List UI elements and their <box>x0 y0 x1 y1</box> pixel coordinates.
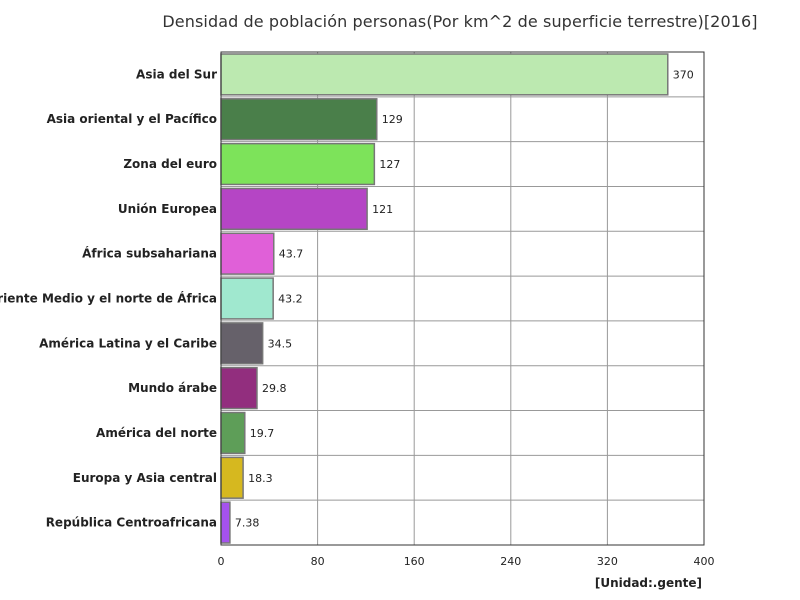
bar <box>220 142 376 186</box>
category-label: Oriente Medio y el norte de África <box>0 291 217 306</box>
category-label: Asia del Sur <box>136 67 217 81</box>
grid-lines <box>220 52 705 545</box>
bar <box>220 411 246 455</box>
category-label: Asia oriental y el Pacífico <box>47 112 217 126</box>
bar <box>220 277 274 320</box>
plot-frame <box>220 51 705 546</box>
value-label: 121 <box>372 203 393 216</box>
value-label: 127 <box>379 158 400 171</box>
value-label: 19.7 <box>250 427 275 440</box>
labels: 0 80 160 240 320 400 Asia del Sur 370 Asia orien… <box>0 67 715 568</box>
category-label: Zona del euro <box>123 157 217 171</box>
value-label: 370 <box>673 68 694 81</box>
category-label: África subsahariana <box>82 246 217 261</box>
bar <box>220 322 264 365</box>
bar <box>220 366 258 410</box>
category-label: Mundo árabe <box>128 381 217 395</box>
value-label: 34.5 <box>268 337 293 350</box>
unit-label: [Unidad:.gente] <box>594 576 702 590</box>
category-label: Unión Europea <box>118 202 217 216</box>
x-tick-label: 0 <box>218 555 225 568</box>
bar <box>220 98 378 141</box>
x-tick-label: 80 <box>311 555 325 568</box>
bar <box>220 456 244 499</box>
value-label: 129 <box>382 113 403 126</box>
x-tick-label: 240 <box>500 555 521 568</box>
chart-title: Densidad de población personas(Por km^2 … <box>162 12 758 31</box>
value-label: 29.8 <box>262 382 287 395</box>
category-label: Europa y Asia central <box>73 471 217 485</box>
bar <box>220 53 669 96</box>
value-label: 7.38 <box>235 517 260 530</box>
bars <box>220 53 669 544</box>
x-tick-label: 400 <box>694 555 715 568</box>
x-tick-label: 160 <box>404 555 425 568</box>
value-label: 43.2 <box>278 293 303 306</box>
bar <box>220 501 231 544</box>
value-label: 43.7 <box>279 248 304 261</box>
bar <box>220 187 368 231</box>
category-label: América Latina y el Caribe <box>39 336 217 350</box>
category-label: República Centroafricana <box>46 516 217 530</box>
x-tick-label: 320 <box>597 555 618 568</box>
value-label: 18.3 <box>248 472 272 485</box>
bar <box>220 232 275 275</box>
category-label: América del norte <box>96 426 217 440</box>
